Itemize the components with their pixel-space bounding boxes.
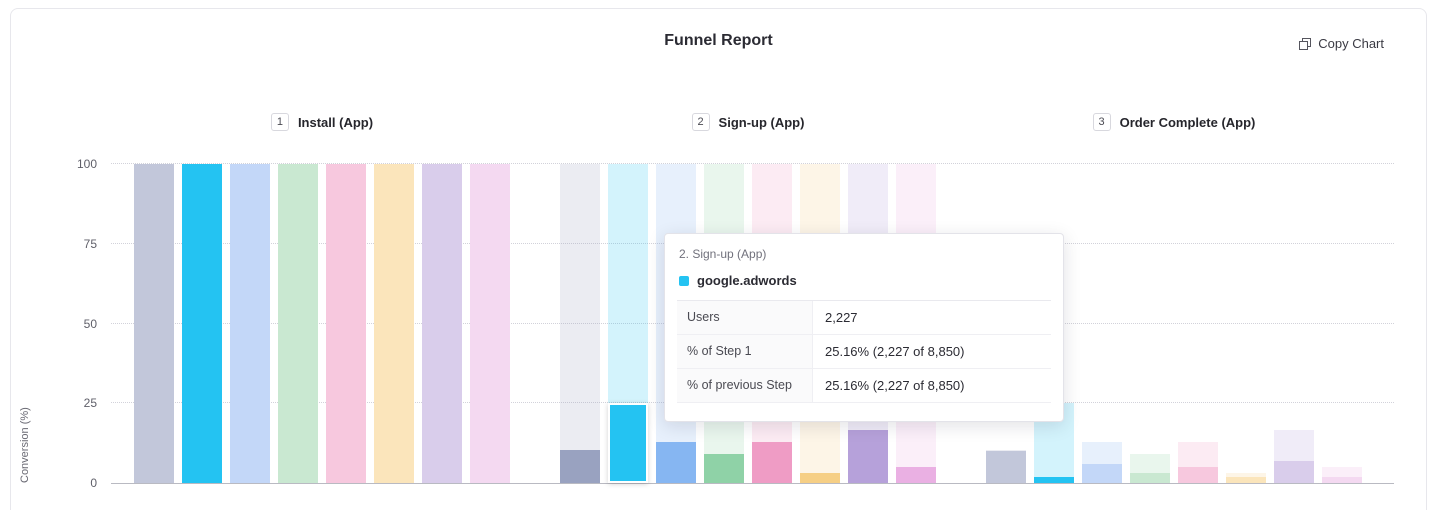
funnel-bar[interactable]: [1082, 463, 1122, 483]
funnel-bar-slot: [326, 164, 366, 483]
y-axis-tick-label: 25: [83, 396, 97, 411]
funnel-report-card: Funnel Report Copy Chart 1 Install (App)…: [10, 8, 1427, 510]
step-number-badge: 2: [691, 113, 710, 131]
funnel-bar-slot: [1082, 164, 1122, 483]
funnel-bar[interactable]: [278, 164, 318, 483]
page-title: Funnel Report: [664, 32, 773, 49]
funnel-bar-slot: [278, 164, 318, 483]
funnel-step-group: [134, 164, 510, 483]
funnel-bar[interactable]: [896, 467, 936, 483]
step-number-badge: 1: [270, 113, 289, 131]
funnel-bar[interactable]: [1226, 476, 1266, 483]
step-label: Order Complete (App): [1119, 114, 1256, 130]
funnel-bar[interactable]: [422, 164, 462, 483]
funnel-bar[interactable]: [1322, 476, 1362, 483]
funnel-bar-slot: [422, 164, 462, 483]
funnel-steps-header: 1 Install (App) 2 Sign-up (App) 3 Order …: [134, 113, 1426, 131]
copy-chart-label: Copy Chart: [1318, 36, 1384, 51]
funnel-bar-slot: [1226, 164, 1266, 483]
funnel-bar[interactable]: [1034, 476, 1074, 483]
funnel-bar-reference: [560, 164, 600, 483]
step-number-badge: 3: [1092, 113, 1111, 131]
tooltip-row: % of Step 1 25.16% (2,227 of 8,850): [677, 335, 1051, 369]
funnel-bar[interactable]: [1130, 473, 1170, 483]
step-header-signup: 2 Sign-up (App): [560, 113, 936, 131]
funnel-bar[interactable]: [752, 441, 792, 483]
funnel-bar[interactable]: [182, 164, 222, 483]
step-label: Install (App): [297, 114, 374, 130]
funnel-bar[interactable]: [374, 164, 414, 483]
step-label: Sign-up (App): [718, 114, 805, 130]
step-header-install: 1 Install (App): [134, 113, 510, 131]
tooltip-row-value: 2,227: [825, 310, 858, 325]
y-axis-title: Conversion (%): [19, 407, 31, 483]
tooltip-series-name: google.adwords: [697, 273, 797, 288]
funnel-bar[interactable]: [470, 164, 510, 483]
funnel-bar-slot: [374, 164, 414, 483]
funnel-bar-slot: [182, 164, 222, 483]
funnel-bar-slot: [230, 164, 270, 483]
tooltip-row: Users 2,227: [677, 301, 1051, 335]
copy-icon: [1298, 37, 1312, 51]
step-header-order-complete: 3 Order Complete (App): [986, 113, 1362, 131]
funnel-bar[interactable]: [704, 454, 744, 483]
tooltip-series-row: google.adwords: [665, 263, 1063, 300]
funnel-bar-slot: [560, 164, 600, 483]
tooltip-row-value: 25.16% (2,227 of 8,850): [825, 344, 965, 359]
tooltip-row: % of previous Step 25.16% (2,227 of 8,850…: [677, 369, 1051, 403]
tooltip-step-label: 2. Sign-up (App): [679, 247, 767, 261]
funnel-bar[interactable]: [848, 430, 888, 483]
tooltip-metrics-table: Users 2,227 % of Step 1 25.16% (2,227 of 8,…: [677, 300, 1051, 403]
funnel-bar[interactable]: [134, 164, 174, 483]
funnel-bar-slot: [1322, 164, 1362, 483]
y-axis-tick-label: 50: [83, 316, 97, 331]
plot-area: Conversion (%) 100 75 50 25 0: [19, 157, 1394, 490]
funnel-bar-slot: [134, 164, 174, 483]
gridline: [111, 163, 1394, 164]
funnel-bar[interactable]: [986, 451, 1026, 483]
tooltip-row-value: 25.16% (2,227 of 8,850): [825, 378, 965, 393]
bars-layer: [111, 164, 1394, 483]
funnel-bar[interactable]: [656, 441, 696, 483]
funnel-bar[interactable]: [230, 164, 270, 483]
series-color-swatch: [679, 275, 689, 286]
funnel-bar[interactable]: [1178, 467, 1218, 483]
funnel-bar-slot: [986, 164, 1026, 483]
funnel-bar-slot: [608, 164, 648, 483]
funnel-bar-slot: [1130, 164, 1170, 483]
y-axis-tick-label: 75: [83, 236, 97, 251]
funnel-bar-slot: [1274, 164, 1314, 483]
copy-chart-button[interactable]: Copy Chart: [1298, 36, 1384, 51]
y-axis-tick-label: 0: [90, 476, 97, 490]
funnel-bar[interactable]: [326, 164, 366, 483]
tooltip-row-label: Users: [677, 301, 813, 334]
chart-tooltip: 2. Sign-up (App) google.adwords Users 2,2…: [664, 233, 1064, 422]
funnel-bar[interactable]: [1274, 460, 1314, 483]
y-axis-tick-label: 100: [76, 157, 97, 171]
funnel-bar-slot: [470, 164, 510, 483]
funnel-bar-slot: [1178, 164, 1218, 483]
funnel-bar[interactable]: [800, 473, 840, 483]
tooltip-row-label: % of Step 1: [677, 335, 813, 368]
tooltip-row-label: % of previous Step: [677, 369, 813, 402]
funnel-bar[interactable]: [560, 449, 600, 483]
funnel-bar[interactable]: [608, 402, 648, 483]
